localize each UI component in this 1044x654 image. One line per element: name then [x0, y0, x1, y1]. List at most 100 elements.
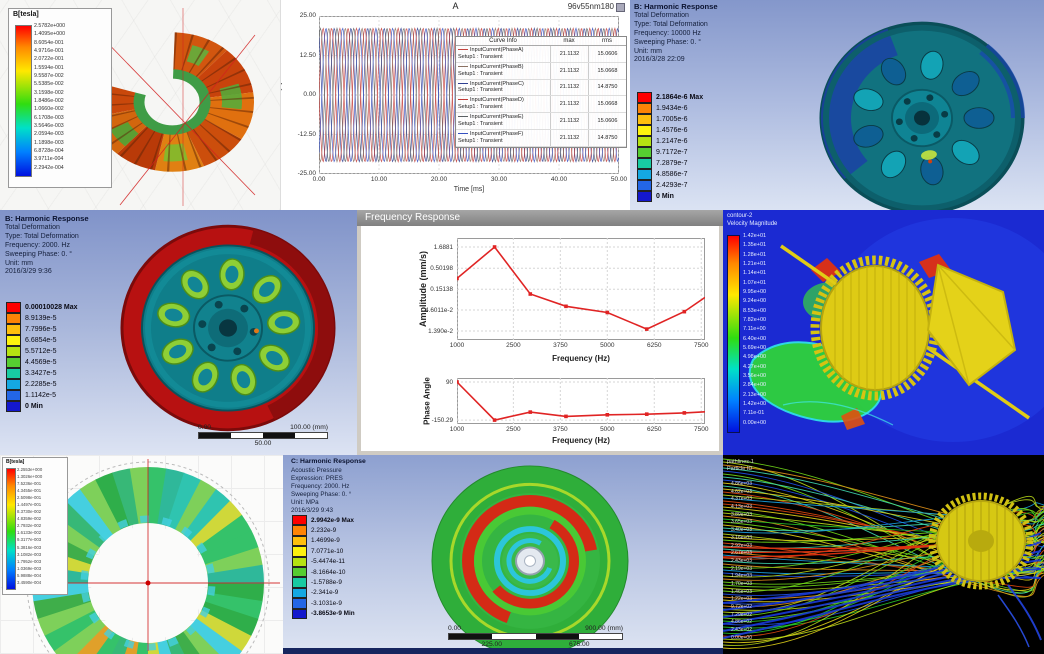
ruler-min: 0.00	[448, 625, 462, 632]
panel-cfd-velocity: contour-2 Velocity Magnitude 1.42e+01 1.3…	[723, 210, 1044, 455]
legend-row: 1.4699e-9	[292, 535, 355, 547]
freq-x-tick: 2500	[506, 426, 521, 433]
colorbar-value: 3.56e+00	[743, 372, 767, 379]
colorbar-b-tesla: B[tesla] 2.2553e+000 1.3026e+000 7.5236e-0…	[2, 457, 68, 595]
legend-swatch	[6, 357, 21, 368]
colorbar-value: 1.8486e-002	[34, 97, 64, 104]
panel-maxwell-torus: B[tesla] 2.5782e+000 1.4095e+000 8.6054e-0…	[0, 0, 280, 210]
colorbar-gradient	[727, 235, 740, 433]
colorbar-value: 6.40e+00	[743, 335, 767, 342]
legend-row: 1.2147e-6	[637, 136, 703, 147]
y-tick: 12.50	[299, 51, 316, 59]
frequency-axis-label: Frequency (Hz)	[552, 436, 610, 445]
colorbar-value: 4.37e+03	[731, 496, 752, 503]
colorbar-title: pathlines-1	[727, 459, 754, 465]
colorbar-value: 1.1898e-003	[34, 139, 64, 146]
series-line-sample	[458, 116, 468, 118]
colorbar-value: 2.19e+03	[731, 565, 752, 572]
info-line: Type: Total Deformation	[634, 20, 708, 28]
info-line: Sweeping Phase: 0. °	[291, 490, 352, 498]
legend-row: 1.4576e-6	[637, 125, 703, 136]
legend-swatch	[292, 598, 307, 609]
panel-harmonic-wheel-left: B: Harmonic Response Total Deformation T…	[0, 210, 357, 455]
legend-swatch	[637, 103, 652, 114]
legend-row: 1.1142e-5	[6, 390, 78, 401]
panel-pathlines: pathlines-1 Particle ID 4.86e+03 4.62e+03…	[723, 455, 1044, 654]
legend-swatch	[6, 390, 21, 401]
legend-value: 9.7172e-7	[656, 149, 688, 156]
colorbar-value: 1.42e+00	[743, 400, 767, 407]
legend-row: 9.7172e-7	[637, 147, 703, 158]
colorbar-value: 2.84e+00	[743, 382, 767, 389]
legend-row: 3.3427e-5	[6, 368, 78, 379]
legend-value: 2.2285e-5	[25, 381, 57, 388]
legend-header-cell: Curve Info	[489, 38, 517, 44]
info-line: Acoustic Pressure	[291, 466, 342, 474]
legend-series-name: InputCurrent(PhaseF) Setup1 : Transient	[458, 130, 524, 144]
colorbar-value: 1.6133e-002	[17, 530, 42, 536]
phase-y-tick: 90	[445, 378, 453, 386]
legend-max: 21.1132	[550, 96, 588, 112]
colorbar-value: 9.3177e-003	[17, 537, 42, 543]
legend-value: 0 Min	[656, 193, 674, 200]
scale-ruler: 0.00 900.00 (mm) 225.00 675.00	[448, 625, 623, 650]
result-title: B: Harmonic Response	[634, 2, 718, 11]
legend-header-cell: rms	[602, 38, 612, 44]
amp-y-tick: 4.6011e-2	[425, 307, 453, 315]
colorbar-value: 3.5646e-003	[34, 122, 64, 129]
series-line-sample	[458, 132, 468, 134]
legend-value: 7.0771e-10	[311, 547, 344, 555]
x-tick: 20.00	[430, 176, 448, 183]
legend-row: 0 Min	[6, 401, 78, 412]
colorbar-value: 2.7932e-002	[17, 523, 42, 529]
colorbar-value: 9.72e+02	[731, 604, 752, 610]
colorbar-value: 0.00e+00	[731, 634, 752, 641]
series-line-sample	[458, 49, 468, 51]
legend-rms: 15.0668	[588, 96, 626, 112]
colorbar-value: 8.53e+00	[743, 307, 767, 314]
colorbar-value: 4.27e+00	[743, 363, 767, 370]
panel-maxwell-stator: B[tesla] 2.2553e+000 1.3026e+000 7.5236e-0…	[0, 455, 283, 654]
info-line: Sweeping Phase: 0. °	[634, 38, 702, 46]
info-line: Unit: mm	[634, 47, 662, 55]
legend-series-name: InputCurrent(PhaseE) Setup1 : Transient	[458, 114, 524, 127]
legend-value: 7.7996e-5	[25, 326, 57, 333]
y-tick: 25.00	[299, 12, 316, 19]
colorbar-value: 2.67e+03	[731, 550, 752, 557]
legend-row: -5.4474e-11	[292, 556, 355, 567]
legend-swatch	[292, 525, 307, 536]
colorbar-value: 3.65e+03	[731, 519, 752, 526]
legend-row: 7.0771e-10	[292, 546, 355, 557]
legend-swatch	[637, 180, 652, 191]
legend-rms: 15.0668	[588, 62, 626, 79]
freq-x-tick: 5000	[600, 426, 615, 433]
legend-value: 1.9434e-6	[656, 105, 688, 112]
info-line: 2016/3/28 22:09	[634, 56, 685, 64]
legend-max: 21.1132	[550, 46, 588, 62]
legend-series-name: InputCurrent(PhaseB) Setup1 : Transient	[458, 63, 524, 77]
legend-swatch	[292, 535, 307, 547]
result-info-text: B: Harmonic Response Total Deformation T…	[5, 214, 89, 277]
result-info-text: C: Harmonic Response Acoustic Pressure E…	[291, 458, 366, 515]
legend-row: 7.2879e-7	[637, 158, 703, 169]
legend-row: InputCurrent(PhaseB) Setup1 : Transient 21…	[456, 62, 626, 80]
legend-series-name: InputCurrent(PhaseD) Setup1 : Transient	[458, 97, 524, 111]
legend-row: -3.1031e-9	[292, 598, 355, 609]
legend-swatch	[6, 313, 21, 324]
legend-series-name: InputCurrent(PhaseA) Setup1 : Transient	[458, 47, 524, 60]
legend-row: 8.9139e-5	[6, 313, 78, 324]
colorbar-value: 2.2553e+000	[17, 467, 43, 472]
x-tick: 0.00	[312, 176, 326, 183]
legend-value: 4.4569e-5	[25, 359, 57, 366]
colorbar-value: 3.16e+03	[731, 534, 752, 541]
phase-y-tick: -150.29	[431, 417, 453, 425]
amplitude-axis-label: Amplitude (mm/s)	[418, 250, 428, 328]
colorbar-value: 5.9888e-004	[17, 572, 42, 578]
freq-x-tick: 1000	[449, 342, 465, 349]
legend-swatch	[292, 566, 307, 578]
window-title-bar: Frequency Response	[357, 210, 723, 226]
x-tick: 10.00	[370, 176, 388, 183]
panel-current-plot: A 96v55nm180 Y1 [A] 25.00 12.50 0.00 -12.50…	[280, 0, 630, 210]
amp-y-tick: 0.15138	[430, 286, 453, 294]
